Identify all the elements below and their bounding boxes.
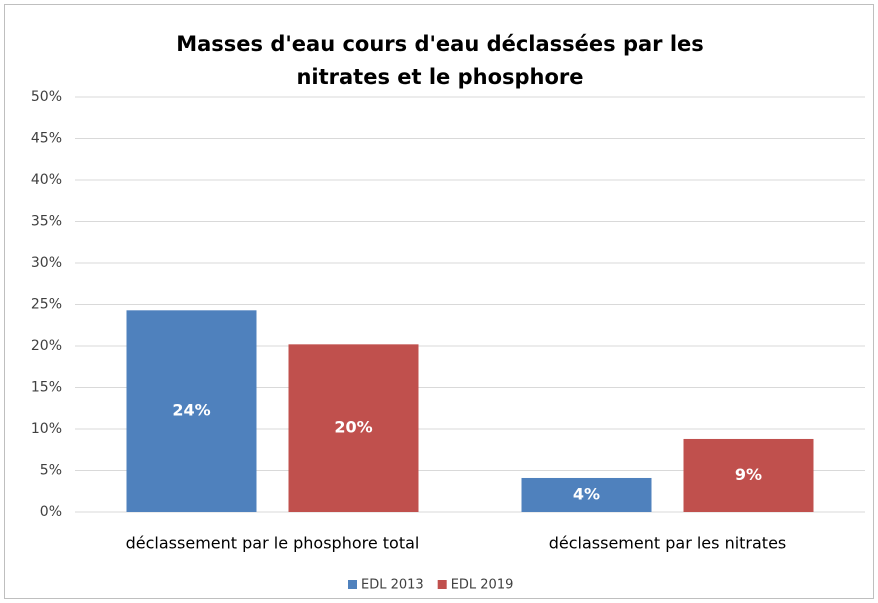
data-label: 9% — [735, 465, 762, 484]
chart-border — [4, 4, 874, 599]
legend-swatch — [437, 580, 447, 589]
y-tick-label: 50% — [31, 89, 62, 105]
bar — [288, 344, 419, 512]
x-tick-label: déclassement par le phosphore total — [126, 534, 420, 553]
bar — [683, 438, 814, 512]
y-tick-label: 5% — [40, 463, 62, 479]
y-tick-label: 40% — [31, 172, 62, 188]
chart-title: Masses d'eau cours d'eau déclassées par … — [176, 32, 704, 89]
y-tick-label: 30% — [31, 255, 62, 271]
y-tick-label: 0% — [40, 504, 62, 520]
y-tick-label: 10% — [31, 421, 62, 437]
bar — [126, 310, 257, 512]
x-tick-label: déclassement par les nitrates — [549, 534, 787, 553]
y-tick-label: 15% — [31, 380, 62, 396]
y-tick-label: 20% — [31, 338, 62, 354]
data-label: 4% — [573, 484, 600, 503]
legend-label: EDL 2019 — [451, 578, 514, 593]
data-label: 20% — [334, 418, 372, 437]
legend-label: EDL 2013 — [361, 578, 424, 593]
data-label: 24% — [172, 401, 210, 420]
y-tick-label: 35% — [31, 214, 62, 230]
bar — [521, 477, 652, 512]
legend-swatch — [348, 580, 357, 589]
y-tick-label: 25% — [31, 297, 62, 313]
y-tick-label: 45% — [31, 131, 62, 147]
